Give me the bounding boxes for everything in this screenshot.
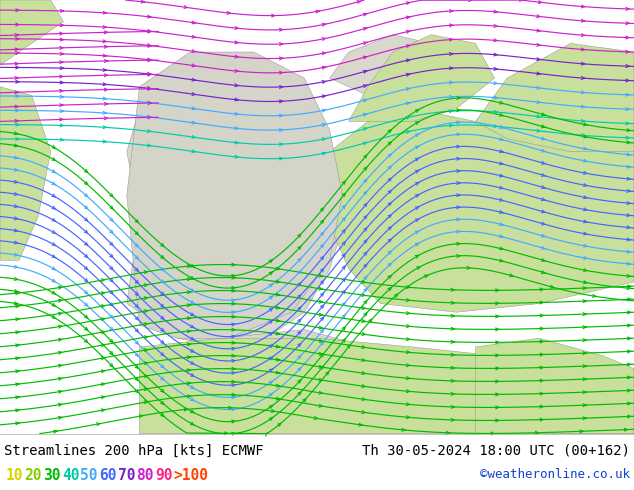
Polygon shape <box>330 35 431 96</box>
Text: Streamlines 200 hPa [kts] ECMWF: Streamlines 200 hPa [kts] ECMWF <box>4 444 264 458</box>
Polygon shape <box>190 330 380 382</box>
Text: 40: 40 <box>61 468 79 483</box>
Text: Th 30-05-2024 18:00 UTC (00+162): Th 30-05-2024 18:00 UTC (00+162) <box>362 444 630 458</box>
Polygon shape <box>216 165 304 269</box>
Polygon shape <box>476 338 634 434</box>
Text: 80: 80 <box>136 468 153 483</box>
Text: >100: >100 <box>174 468 209 483</box>
Polygon shape <box>349 35 495 122</box>
Polygon shape <box>254 122 330 195</box>
Text: 90: 90 <box>155 468 172 483</box>
Text: 70: 70 <box>117 468 135 483</box>
Text: 10: 10 <box>6 468 23 483</box>
Polygon shape <box>304 108 634 312</box>
Polygon shape <box>127 52 342 338</box>
Text: ©weatheronline.co.uk: ©weatheronline.co.uk <box>480 468 630 481</box>
Polygon shape <box>476 44 634 152</box>
Text: 60: 60 <box>99 468 117 483</box>
Polygon shape <box>127 52 349 347</box>
Text: 30: 30 <box>43 468 61 483</box>
Text: 20: 20 <box>25 468 42 483</box>
Polygon shape <box>0 0 63 65</box>
Polygon shape <box>0 87 51 260</box>
Polygon shape <box>139 338 634 434</box>
Text: 50: 50 <box>81 468 98 483</box>
Polygon shape <box>139 225 228 338</box>
